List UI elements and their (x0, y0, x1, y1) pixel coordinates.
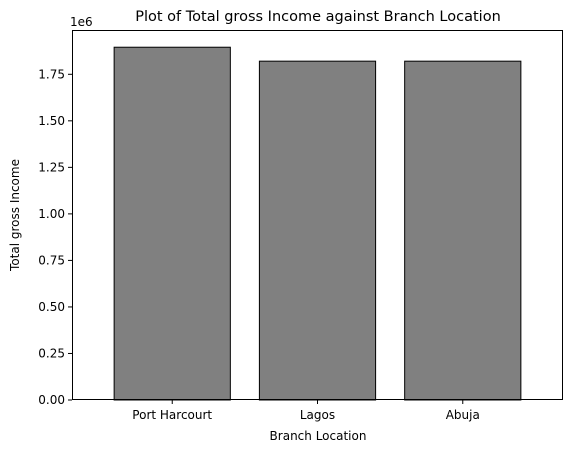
x-tick-label: Port Harcourt (132, 408, 212, 422)
bar-lagos (258, 60, 377, 401)
bar-port-harcourt (113, 46, 231, 401)
bar-abuja (404, 60, 522, 401)
chart-title: Plot of Total gross Income against Branc… (135, 9, 501, 25)
y-axis-ticks: 0.00 0.25 0.50 0.75 1.00 1.25 1.50 1.75 (38, 67, 72, 407)
y-tick-label: 0.25 (38, 346, 65, 360)
y-tick-label: 0.00 (38, 393, 65, 407)
y-tick-label: 1.00 (38, 207, 65, 221)
bars-group (113, 46, 522, 401)
y-tick-label: 1.50 (38, 114, 65, 128)
y-tick-label: 1.25 (38, 160, 65, 174)
x-tick-label: Lagos (300, 408, 335, 422)
x-tick-label: Abuja (446, 408, 480, 422)
y-axis-label: Total gross Income (8, 159, 22, 272)
y-axis-offset-label: 1e6 (70, 15, 93, 29)
x-axis-ticks: Port Harcourt Lagos Abuja (132, 400, 480, 422)
y-tick-label: 0.75 (38, 253, 65, 267)
y-tick-label: 0.50 (38, 300, 65, 314)
x-axis-label: Branch Location (270, 429, 367, 443)
y-tick-label: 1.75 (38, 67, 65, 81)
plot-frame (72, 30, 563, 400)
